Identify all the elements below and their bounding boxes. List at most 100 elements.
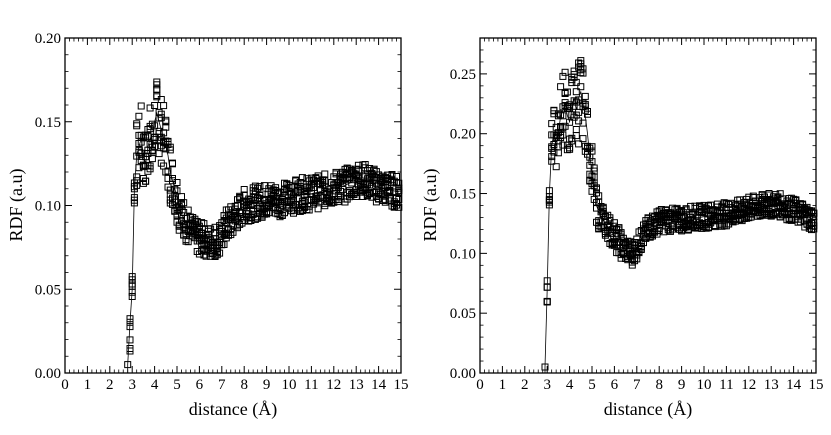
data-point <box>566 118 574 126</box>
data-point <box>568 111 576 119</box>
data-point <box>153 85 161 93</box>
data-point <box>303 175 311 183</box>
data-point <box>352 193 360 200</box>
data-point <box>552 123 560 131</box>
data-point <box>200 251 208 259</box>
data-point <box>640 225 647 233</box>
y-axis-title: RDF (a.u) <box>6 169 27 242</box>
data-point <box>213 248 221 255</box>
data-point <box>157 133 165 141</box>
data-point <box>133 120 141 128</box>
data-point <box>657 211 665 219</box>
data-point <box>290 201 297 209</box>
data-point <box>337 175 344 183</box>
data-point <box>126 315 134 323</box>
data-point <box>584 143 591 151</box>
data-point <box>370 188 378 196</box>
data-point <box>559 131 567 139</box>
data-point <box>332 168 340 176</box>
data-point <box>388 171 396 178</box>
data-point <box>559 112 567 120</box>
data-point <box>133 122 141 130</box>
x-tick-label: 13 <box>349 377 364 393</box>
data-point <box>312 195 320 203</box>
data-point <box>745 193 753 201</box>
x-tick-label: 13 <box>764 377 779 393</box>
data-point <box>211 223 219 231</box>
data-point <box>296 179 304 186</box>
data-point <box>550 141 558 148</box>
data-point <box>702 206 710 214</box>
data-point <box>148 120 156 128</box>
data-point <box>655 227 663 234</box>
x-tick-label: 9 <box>263 377 271 393</box>
data-point <box>164 174 172 182</box>
data-point <box>794 210 802 218</box>
data-point <box>680 221 688 229</box>
data-point <box>669 225 677 233</box>
x-tick-label: 12 <box>326 377 341 393</box>
data-point <box>198 229 206 237</box>
data-point <box>575 59 583 67</box>
data-point <box>290 197 297 205</box>
data-point <box>267 182 275 190</box>
data-point <box>561 90 569 97</box>
data-point <box>711 223 719 231</box>
data-point <box>142 134 150 142</box>
data-point <box>220 241 228 248</box>
data-point <box>151 122 159 130</box>
rdf-panel-right: 0 1 2 3 4 5 6 7 8 9 10 11 12 13 14 150.000.050.100.150.… <box>420 37 824 420</box>
x-tick-label: 2 <box>521 377 529 393</box>
rdf-panel-left: 0 1 2 3 4 5 6 7 8 9 10 11 12 13 14 150.000.050.100.150.… <box>6 31 409 420</box>
data-point <box>368 193 376 201</box>
data-point <box>341 165 349 173</box>
data-point <box>294 187 302 195</box>
data-point <box>128 288 136 296</box>
data-point <box>610 240 618 248</box>
data-point <box>180 199 188 207</box>
data-point <box>227 203 235 211</box>
x-axis-title: distance (Å) <box>604 399 692 420</box>
data-point <box>604 234 612 242</box>
data-point <box>548 143 556 151</box>
data-point <box>388 202 396 210</box>
x-tick-label: 6 <box>196 377 204 393</box>
data-point <box>617 248 625 256</box>
data-point <box>352 165 360 173</box>
data-point <box>727 199 735 207</box>
data-point <box>321 170 329 178</box>
data-point <box>548 120 556 128</box>
x-tick-label: 10 <box>697 377 712 393</box>
y-tick-label: 0.10 <box>35 199 61 215</box>
data-point <box>705 202 712 210</box>
data-point <box>572 132 580 140</box>
data-point <box>673 212 681 220</box>
data-point <box>386 187 394 195</box>
data-point <box>240 191 248 199</box>
data-point <box>736 200 744 208</box>
data-point <box>229 228 237 236</box>
data-point <box>731 201 739 209</box>
data-point <box>133 177 141 185</box>
x-tick-label: 7 <box>633 377 641 393</box>
data-point <box>325 191 333 199</box>
data-point <box>341 175 349 182</box>
data-point <box>615 224 623 232</box>
data-point <box>162 116 170 124</box>
x-tick-label: 14 <box>786 377 802 393</box>
y-tick-label: 0.25 <box>450 67 476 83</box>
data-point <box>640 239 647 247</box>
y-tick-label: 0.05 <box>450 306 476 322</box>
data-point <box>251 182 259 190</box>
data-point <box>155 150 163 158</box>
data-point <box>395 203 403 211</box>
data-point <box>169 177 176 185</box>
data-point <box>559 103 567 111</box>
data-point <box>707 201 715 209</box>
data-point <box>265 209 273 217</box>
data-point <box>139 133 147 141</box>
data-point <box>698 214 706 221</box>
data-point <box>160 102 168 110</box>
data-point <box>281 209 288 217</box>
data-point <box>572 98 580 106</box>
